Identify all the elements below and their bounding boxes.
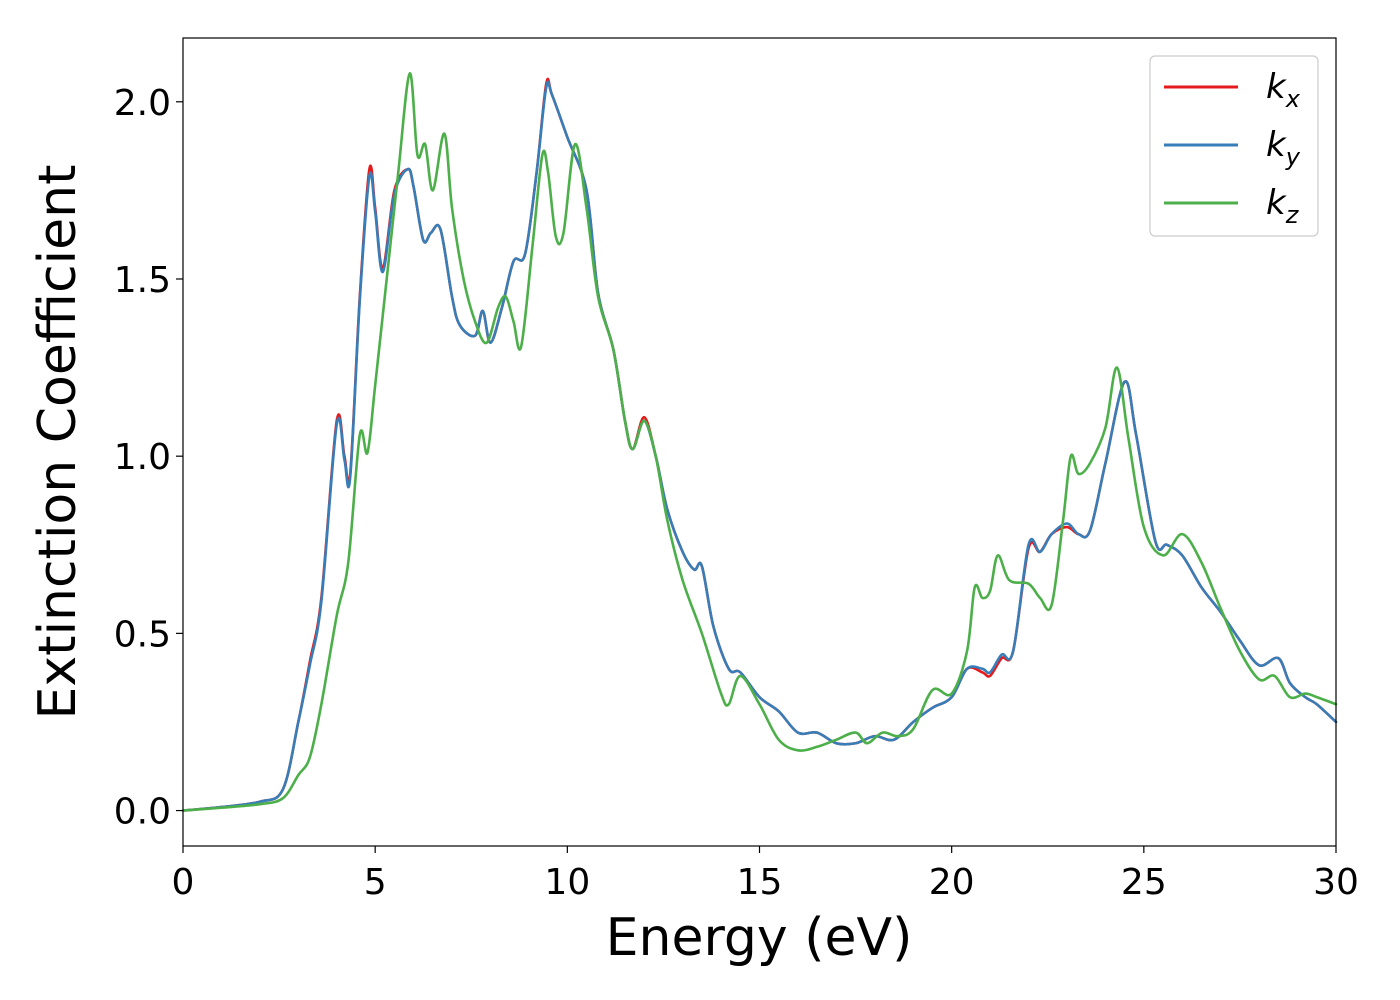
x-tick-label: 10: [544, 862, 590, 903]
legend-entries: kx ky kz: [1164, 67, 1301, 229]
y-tick-label: 0.5: [114, 614, 171, 655]
legend-label-kz: kz: [1266, 183, 1300, 229]
x-axis-title: Energy (eV): [606, 908, 913, 968]
series-line-kz: [181, 72, 1338, 812]
x-tick-label: 30: [1313, 862, 1359, 903]
y-tick-label: 1.5: [114, 260, 171, 301]
x-tick-label: 25: [1121, 862, 1167, 903]
y-axis-title: Extinction Coefficient: [28, 165, 88, 720]
x-axis: 0 5 10 15 20 25 30: [172, 846, 1359, 903]
x-tick-label: 15: [737, 862, 783, 903]
series-layer: [181, 72, 1338, 812]
y-tick-label: 1.0: [114, 437, 171, 478]
x-tick-label: 5: [364, 862, 387, 903]
x-tick-label: 20: [929, 862, 975, 903]
y-tick-label: 0.0: [114, 792, 171, 833]
y-axis: 0.0 0.5 1.0 1.5 2.0: [114, 83, 183, 833]
plot-area: [183, 38, 1336, 846]
legend-label-ky: ky: [1266, 125, 1301, 171]
legend: kx ky kz: [1149, 55, 1319, 237]
y-tick-label: 2.0: [114, 83, 171, 124]
series-line-ky: [181, 80, 1338, 812]
legend-label-kx: kx: [1266, 67, 1301, 113]
x-tick-label: 0: [172, 862, 195, 903]
